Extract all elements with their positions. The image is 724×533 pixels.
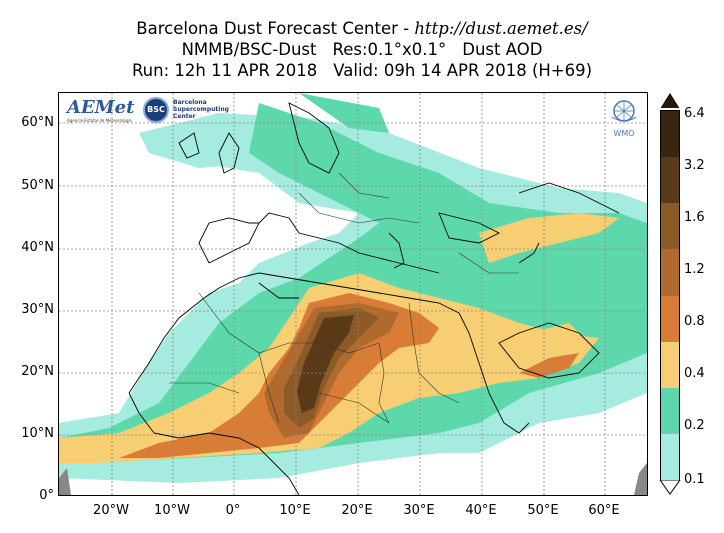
title-variable: Dust AOD <box>462 40 543 59</box>
coastlines <box>128 102 620 495</box>
colorbar-label-6-4: 6.4 <box>684 106 705 121</box>
colorbar-label-0-2: 0.2 <box>684 418 705 433</box>
lat-label-60n: 60°N <box>21 115 54 130</box>
lat-label-0: 0° <box>39 488 54 503</box>
title-resolution: Res:0.1°x0.1° <box>332 40 447 59</box>
colorbar-label-3-2: 3.2 <box>684 158 705 173</box>
lon-label-60e: 60°E <box>588 503 620 518</box>
colorbar-segment <box>661 111 679 158</box>
colorbar-label-0-1: 0.1 <box>684 472 705 487</box>
wmo-emblem-icon <box>611 100 637 122</box>
wmo-logo-text: WMO <box>613 129 635 138</box>
colorbar <box>660 110 680 481</box>
colorbar-label-0-8: 0.8 <box>684 314 705 329</box>
colorbar-segment <box>661 341 679 389</box>
title-center-name: Barcelona Dust Forecast Center - <box>136 19 415 38</box>
lat-label-50n: 50°N <box>21 178 54 193</box>
bsc-logo-name: Barcelona Supercomputing Center <box>173 99 245 120</box>
bsc-logo-circle: BSC <box>143 97 169 123</box>
colorbar-segment <box>661 295 679 343</box>
colorbar-segment <box>661 157 679 204</box>
missing-data-patch-left <box>59 468 71 495</box>
title-model: NMMB/BSC-Dust <box>181 40 317 59</box>
title-valid: Valid: 09h 14 APR 2018 (H+69) <box>333 61 593 80</box>
aemet-logo: AEMet Agencia Estatal de Meteorología <box>67 97 137 131</box>
lon-label-50e: 50°E <box>527 503 559 518</box>
colorbar-segment <box>661 203 679 250</box>
wmo-logo: WMO <box>607 97 641 138</box>
lon-label-40e: 40°E <box>465 503 497 518</box>
country-borders <box>169 172 519 424</box>
colorbar-segment <box>661 433 679 481</box>
lon-label-20e: 20°E <box>341 503 373 518</box>
graticule <box>59 93 647 495</box>
title-line-3: Run: 12h 11 APR 2018 Valid: 09h 14 APR 20… <box>0 60 724 81</box>
lon-label-20w: 20°W <box>93 503 129 518</box>
lat-label-20n: 20°N <box>21 364 54 379</box>
bsc-logo-name-text: Barcelona Supercomputing Center <box>173 99 229 120</box>
lat-label-10n: 10°N <box>21 426 54 441</box>
dust-aod-map <box>59 93 647 495</box>
lon-label-0: 0° <box>225 503 241 518</box>
map-title: Barcelona Dust Forecast Center - http://… <box>0 18 724 81</box>
bsc-logo: BSC Barcelona Supercomputing Center <box>143 97 263 127</box>
lon-label-10w: 10°W <box>154 503 190 518</box>
colorbar-segment <box>661 387 679 435</box>
lat-label-40n: 40°N <box>21 240 54 255</box>
aemet-logo-text: AEMet <box>67 97 135 118</box>
colorbar-segment <box>661 249 679 296</box>
lon-label-10e: 10°E <box>279 503 311 518</box>
dust-layer-3-2 <box>297 315 354 413</box>
lon-label-30e: 30°E <box>403 503 435 518</box>
missing-data-patch-right <box>634 463 647 495</box>
map-area: AEMet Agencia Estatal de Meteorología BS… <box>58 92 648 496</box>
aemet-logo-subtitle: Agencia Estatal de Meteorología <box>67 118 132 123</box>
title-run: Run: 12h 11 APR 2018 <box>131 61 318 80</box>
title-line-2: NMMB/BSC-Dust Res:0.1°x0.1° Dust AOD <box>0 39 724 60</box>
title-line-1: Barcelona Dust Forecast Center - http://… <box>0 18 724 39</box>
colorbar-label-0-4: 0.4 <box>684 366 705 381</box>
colorbar-label-1-6: 1.6 <box>684 210 705 225</box>
colorbar-label-1-2: 1.2 <box>684 262 705 277</box>
colorbar-top-arrow <box>660 93 680 108</box>
title-url: http://dust.aemet.es/ <box>414 19 588 38</box>
bsc-logo-text: BSC <box>147 105 165 114</box>
lat-label-30n: 30°N <box>21 302 54 317</box>
colorbar-bottom-arrow <box>659 480 681 495</box>
